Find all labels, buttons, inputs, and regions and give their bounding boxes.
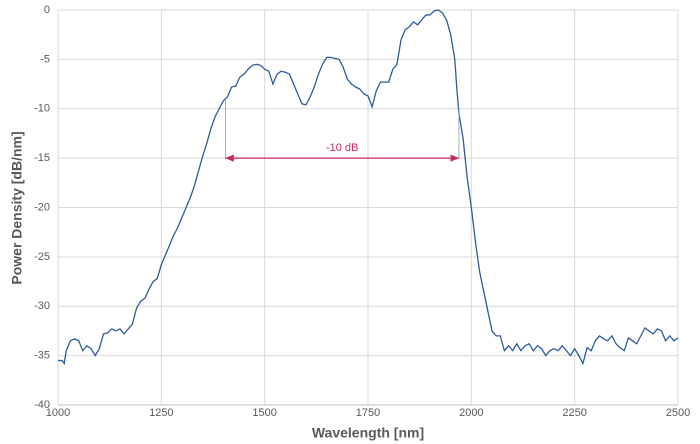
annotation-label: -10 dB	[326, 142, 358, 154]
x-tick-label: 2250	[562, 407, 586, 419]
x-tick-label: 2000	[459, 407, 483, 419]
y-tick-label: -20	[34, 201, 50, 213]
data-line	[58, 9, 679, 366]
x-tick-label: 2500	[666, 407, 690, 419]
y-tick-label: -40	[34, 399, 50, 411]
x-axis-title: Wavelength [nm]	[312, 425, 424, 441]
y-tick-label: -5	[40, 53, 50, 65]
y-axis-title: Power Density [dB/nm]	[9, 131, 25, 284]
y-tick-label: -15	[34, 152, 50, 164]
y-tick-label: -35	[34, 350, 50, 362]
x-tick-label: 1000	[46, 407, 70, 419]
y-tick-label: -10	[34, 103, 50, 115]
x-tick-label: 1500	[252, 407, 276, 419]
y-tick-label: -30	[34, 300, 50, 312]
y-tick-label: -25	[34, 251, 50, 263]
y-tick-label: 0	[44, 4, 50, 16]
x-tick-label: 1750	[356, 407, 380, 419]
x-tick-label: 1250	[149, 407, 173, 419]
